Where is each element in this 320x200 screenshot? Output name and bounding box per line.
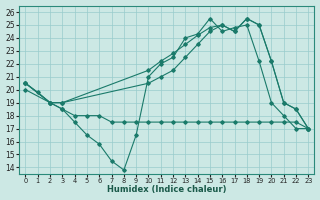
X-axis label: Humidex (Indice chaleur): Humidex (Indice chaleur) [107,185,227,194]
